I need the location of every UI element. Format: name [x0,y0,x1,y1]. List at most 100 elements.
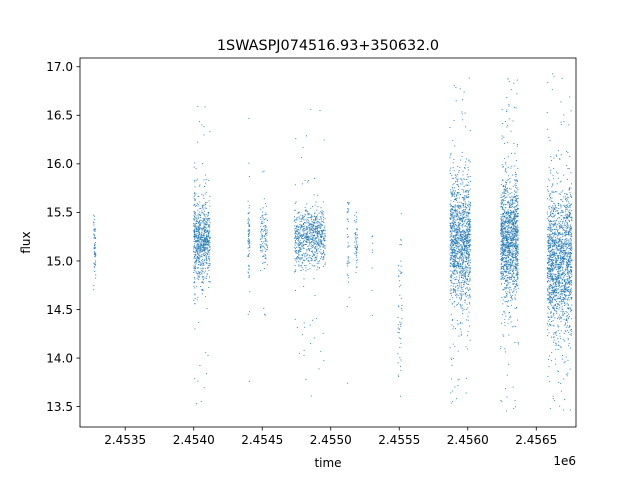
data-point [467,232,469,234]
data-point [457,214,459,216]
data-point [200,234,202,236]
data-point [509,243,511,245]
data-point [464,293,466,295]
data-point [517,244,519,246]
data-point [297,229,299,230]
data-point [504,249,506,251]
data-point [323,256,325,258]
data-point [503,266,505,268]
data-point [502,244,504,246]
data-point [196,219,198,221]
data-point [312,255,314,257]
data-point [203,179,205,181]
data-point [461,295,463,297]
data-point [505,168,507,170]
data-point [511,297,513,299]
data-point [564,232,566,234]
data-point [500,259,502,261]
data-point [304,326,306,328]
data-point [449,248,451,250]
data-point [301,226,303,228]
data-point [296,243,298,245]
data-point [502,246,504,248]
data-point [513,246,515,248]
data-point [462,254,464,256]
data-point [453,190,455,192]
data-point [502,184,504,186]
data-point [502,289,504,291]
data-point [505,236,507,238]
data-point [500,248,502,250]
data-point [450,251,452,253]
data-point [355,248,357,250]
data-point [560,239,562,241]
data-point [202,207,204,209]
data-point [511,326,513,328]
data-point [517,207,519,209]
data-point [501,252,503,254]
data-point [458,216,460,218]
data-point [204,207,206,209]
data-point [202,282,204,284]
data-point [515,215,517,217]
data-point [515,256,517,258]
data-point [502,254,504,256]
data-point [464,299,466,301]
data-point [454,261,456,263]
data-point [298,243,300,245]
data-point [303,349,305,351]
data-point [305,220,307,222]
data-point [196,220,198,222]
data-point [451,275,453,277]
data-point [514,215,516,217]
data-point [260,229,262,231]
data-point [504,348,506,350]
data-point [512,228,514,230]
data-point [248,268,250,270]
data-point [449,347,451,349]
data-point [354,253,356,255]
data-point [501,277,503,279]
data-point [197,228,199,230]
data-point [310,108,312,110]
data-point [194,236,196,238]
data-point [515,214,517,216]
data-point [316,237,318,239]
data-point [307,212,309,214]
data-point [294,232,296,234]
data-point [504,264,506,266]
data-point [94,246,96,248]
data-point [194,281,196,283]
data-point [312,216,314,218]
data-point [469,244,471,246]
data-point [568,228,570,230]
data-point [464,255,466,257]
data-point [509,264,511,266]
data-point [457,248,459,250]
data-point [552,297,554,299]
data-point [249,291,251,293]
scatter-points [93,73,573,412]
data-point [459,166,461,168]
data-point [464,282,466,284]
data-point [454,235,456,237]
data-point [305,210,307,212]
data-point [516,234,518,236]
data-point [196,217,198,219]
data-point [458,257,460,259]
data-point [560,282,562,284]
data-point [203,231,205,233]
data-point [513,217,515,219]
data-point [550,212,552,214]
data-point [203,223,205,225]
data-point [296,257,298,259]
data-point [567,262,569,264]
data-point [201,124,203,126]
data-point [468,256,470,258]
data-point [347,242,349,244]
data-point [462,248,464,250]
data-point [314,239,316,241]
data-point [298,249,300,251]
data-point [515,216,517,218]
data-point [458,242,460,244]
